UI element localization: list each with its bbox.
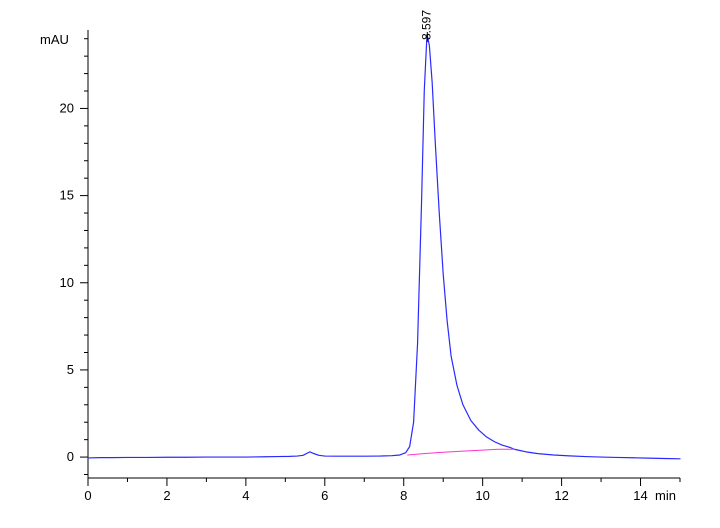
x-tick-label: 10 bbox=[475, 488, 489, 503]
x-tick-label: 4 bbox=[242, 488, 249, 503]
y-tick-label: 15 bbox=[60, 188, 74, 203]
y-axis-label: mAU bbox=[40, 32, 69, 47]
x-tick-label: 6 bbox=[321, 488, 328, 503]
x-axis-label: min bbox=[655, 488, 676, 503]
y-tick-label: 0 bbox=[67, 449, 74, 464]
chromatogram-chart: 0 2 4 6 8 10 12 14 min 0 5 10 15 20 mAU 8.597 bbox=[0, 0, 720, 528]
y-tick-label: 5 bbox=[67, 362, 74, 377]
x-tick-label: 2 bbox=[163, 488, 170, 503]
peak-label: 8.597 bbox=[419, 10, 433, 40]
chart-svg: 0 2 4 6 8 10 12 14 min 0 5 10 15 20 mAU 8.597 bbox=[0, 0, 720, 528]
x-tick-label: 12 bbox=[554, 488, 568, 503]
y-tick-label: 10 bbox=[60, 275, 74, 290]
x-tick-label: 0 bbox=[84, 488, 91, 503]
x-tick-label: 14 bbox=[633, 488, 647, 503]
x-tick-label: 8 bbox=[400, 488, 407, 503]
y-tick-label: 20 bbox=[60, 100, 74, 115]
